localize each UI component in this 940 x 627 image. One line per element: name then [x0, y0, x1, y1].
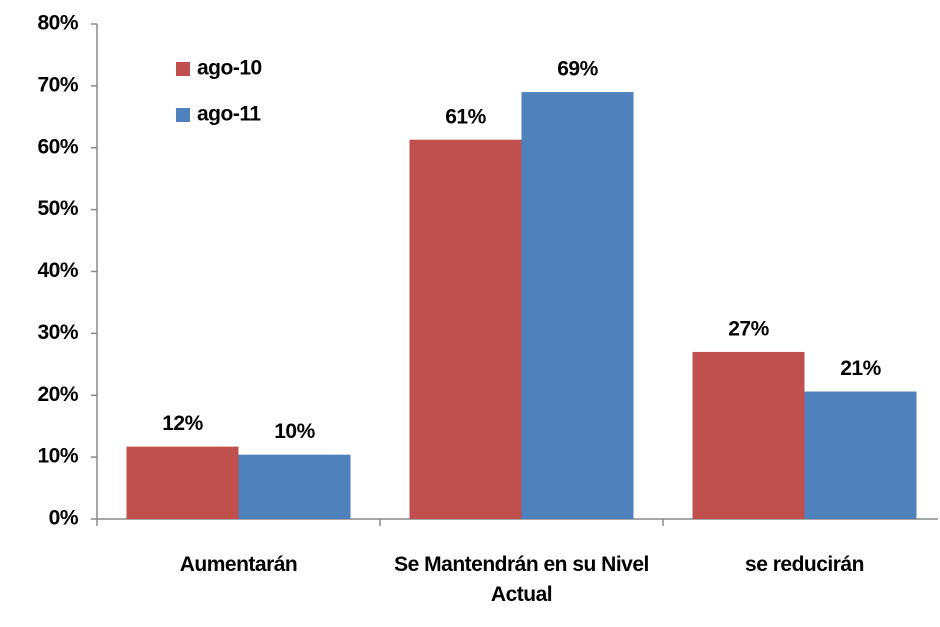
bar [692, 351, 805, 519]
bar [126, 446, 239, 519]
x-tick-label: Aumentarán [179, 553, 298, 576]
bar [238, 454, 351, 519]
x-tick-label: Se Mantendrán en su Nivel Actual [394, 553, 649, 606]
data-label: 27% [728, 317, 769, 340]
y-tick-label: 20% [37, 383, 78, 406]
data-label: 61% [445, 105, 486, 128]
y-tick-label: 0% [49, 507, 79, 530]
y-tick-label: 10% [37, 445, 78, 468]
y-tick-label: 70% [37, 73, 78, 96]
legend-swatch [176, 62, 190, 76]
data-label: 21% [840, 357, 881, 380]
legend-swatch [176, 108, 190, 122]
y-tick-label: 50% [37, 197, 78, 220]
data-label: 12% [162, 412, 203, 435]
legend-label: ago-10 [197, 57, 262, 80]
data-label: 10% [274, 420, 315, 443]
y-tick-label: 30% [37, 321, 78, 344]
bar [521, 92, 634, 519]
data-label: 69% [557, 58, 598, 81]
y-tick-label: 40% [37, 259, 78, 282]
y-tick-label: 60% [37, 135, 78, 158]
bar [804, 391, 917, 519]
bar [409, 139, 522, 520]
y-tick-label: 80% [37, 12, 78, 35]
x-tick-label: se reducirán [745, 553, 864, 576]
legend-label: ago-11 [197, 103, 261, 126]
